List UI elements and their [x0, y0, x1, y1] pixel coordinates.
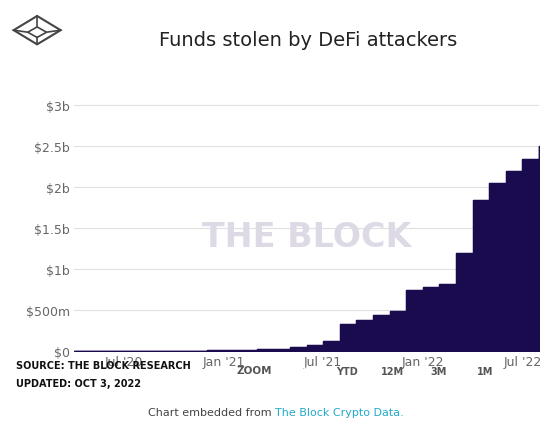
Text: UPDATED: OCT 3, 2022: UPDATED: OCT 3, 2022	[16, 378, 141, 388]
Text: The Block Crypto Data.: The Block Crypto Data.	[275, 408, 404, 417]
Text: ZOOM: ZOOM	[236, 366, 272, 376]
Text: ALL: ALL	[290, 366, 310, 377]
Text: SOURCE: THE BLOCK RESEARCH: SOURCE: THE BLOCK RESEARCH	[16, 360, 191, 370]
Text: 1M: 1M	[477, 366, 493, 377]
Text: 12M: 12M	[381, 366, 404, 377]
Text: Funds stolen by DeFi attackers: Funds stolen by DeFi attackers	[159, 31, 457, 50]
Text: 3M: 3M	[431, 366, 447, 377]
Text: THE BLOCK: THE BLOCK	[202, 221, 411, 254]
Text: YTD: YTD	[336, 366, 358, 377]
Text: Chart embedded from: Chart embedded from	[148, 408, 275, 417]
